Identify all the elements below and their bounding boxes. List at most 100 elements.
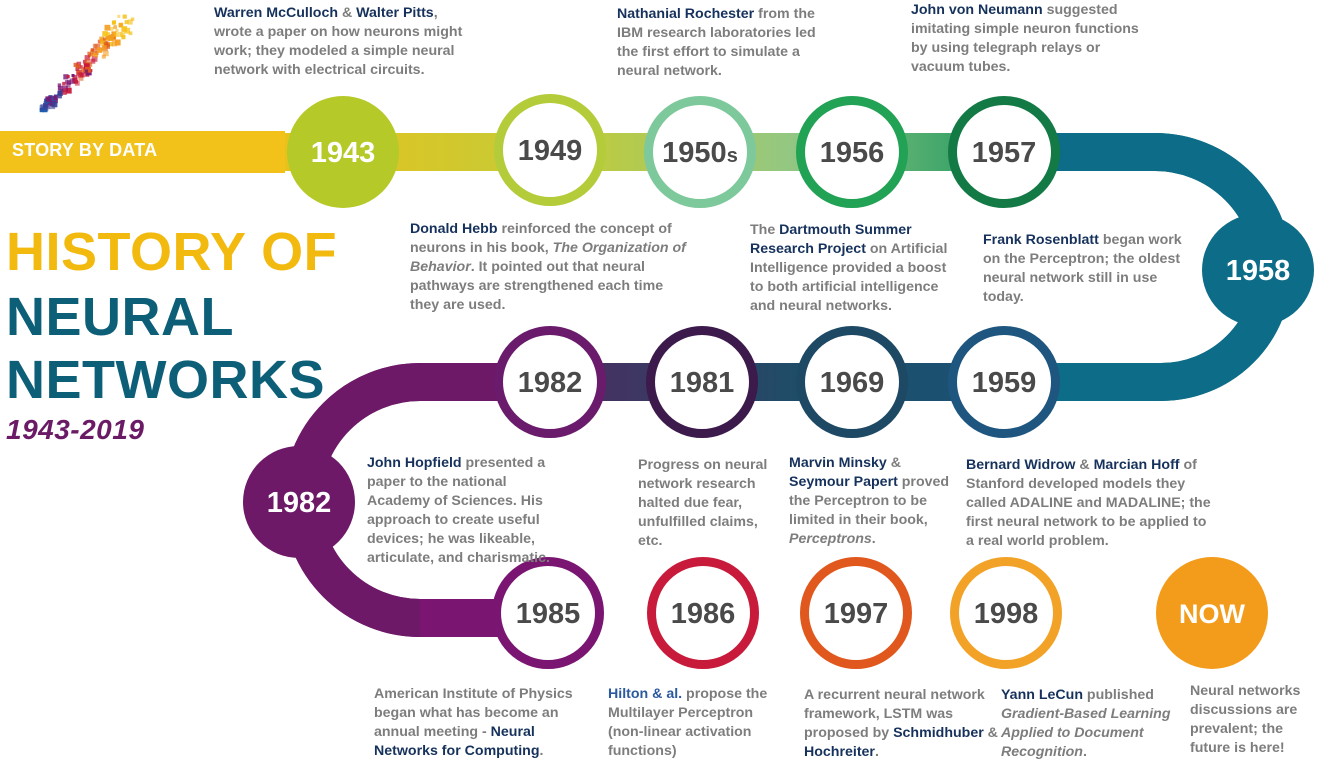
person-hochreiter: Hochreiter [804,744,875,760]
node-label-1982b: 1982 [267,487,332,519]
node-label-1997: 1997 [824,598,889,630]
logo-dot [87,51,91,55]
logo-dot [93,52,99,58]
caption-now: Neural networks discussions are prevalen… [1190,683,1301,756]
caption-1997: A recurrent neural network framework, LS… [804,687,998,760]
logo-dot [71,74,75,77]
title-line-3: NETWORKS [6,350,325,410]
node-circle-1969 [796,326,908,438]
person-von-neumann: John von Neumann [911,2,1043,18]
book-organization-of-behavior: The Organization of Behavior [410,240,686,275]
node-label-1998: 1998 [974,598,1039,630]
node-label-1958: 1958 [1226,255,1291,287]
caption-1981: Progress on neural network research halt… [638,457,768,549]
node-circle-1950s [644,96,756,208]
caption-1959: Bernard Widrow & Marcian Hoff of Stanfor… [966,457,1211,549]
logo-dot [114,39,121,46]
logo-dot [117,14,121,18]
logo-dot [109,42,114,47]
logo-dot [65,87,72,94]
node-circle-1982b [243,446,355,558]
logo-dot [102,31,108,37]
node-label-1959: 1959 [972,367,1037,399]
person-widrow: Bernard Widrow [966,457,1076,473]
node-label-1949: 1949 [518,135,583,167]
logo-dot [84,59,90,65]
logo-dot [89,69,93,72]
caption-1950s: Nathanial Rochester from the IBM researc… [617,6,816,79]
logo-dot [97,47,103,53]
node-1956: 1956 [796,96,908,208]
logo-dot [130,17,135,21]
node-1969: 1969 [796,326,908,438]
node-label-1982a: 1982 [518,367,583,399]
story-by-data-logo [39,14,135,113]
logo-dot [105,36,111,41]
node-1986: 1986 [647,557,759,669]
caption-1998: Yann LeCun published Gradient-Based Lear… [1001,687,1171,760]
node-now: NOW [1156,557,1268,669]
node-1985: 1985 [492,557,604,669]
logo-dot [91,56,98,62]
caption-1985: American Institute of Physics began what… [374,686,573,759]
logo-dot [89,52,94,56]
node-1998: 1998 [950,557,1062,669]
caption-1956: The Dartmouth Summer Research Project on… [750,222,948,314]
node-1982b: 1982 [243,446,355,558]
logo-dot [104,24,111,31]
logo-dot [43,103,47,107]
logo-dot [101,45,107,51]
title-line-1: HISTORY OF [6,222,338,282]
logo-dot [124,27,131,34]
logo-dot [75,67,80,71]
caption-1943: Warren McCulloch & Walter Pitts, wrote a… [214,5,463,78]
book-perceptrons: Perceptrons [789,531,872,547]
node-circle-1986 [647,557,759,669]
logo-dot [120,32,125,37]
logo-dot [92,43,98,49]
node-circle-1998 [950,557,1062,669]
logo-dot [111,20,116,25]
caption-1969: Marvin Minsky & Seymour Papert proved th… [789,455,950,547]
logo-dot [79,65,83,69]
node-1943: 1943 [287,96,399,208]
logo-dot [121,26,128,32]
person-mcculloch: Warren McCulloch [214,5,339,21]
logo-dot [100,40,106,46]
node-circle-1956 [796,96,908,208]
node-circle-1982a [494,326,606,438]
logo-dot [58,85,64,91]
node-circle-1985 [492,557,604,669]
person-minsky: Marvin Minsky [789,455,887,471]
logo-dot [113,25,117,29]
logo-dot [80,68,85,72]
logo-dot [62,81,66,86]
logo-dot [53,95,58,100]
logo-dot [115,28,119,32]
person-rosenblatt: Frank Rosenblatt [983,232,1099,248]
caption-1957: John von Neumann suggested imitating sim… [911,2,1139,75]
node-circle-1997 [800,557,912,669]
logo-dot [128,31,133,36]
logo-dot [62,88,67,93]
paper-gradient-based-learning: Gradient-Based Learning Applied to Docum… [1001,706,1171,760]
person-lecun: Yann LeCun [1001,687,1083,703]
dartmouth-project: Dartmouth Summer Research Project [750,222,912,257]
logo-dot [73,62,78,67]
logo-dot [104,43,110,49]
node-label-1943: 1943 [311,137,376,169]
neural-networks-for-computing: Neural Networks for Computing [374,724,540,759]
node-label-1956: 1956 [820,137,885,169]
logo-dot [121,35,126,40]
logo-dot [76,61,82,67]
logo-dot [57,83,62,87]
node-1950s: 1950s [644,96,756,208]
caption-1949: Donald Hebb reinforced the concept of ne… [410,221,686,313]
node-1957: 1957 [948,96,1060,208]
logo-dot [64,80,69,84]
node-label-1981: 1981 [670,367,735,399]
logo-dot [57,93,62,99]
person-hopfield: John Hopfield [367,455,462,471]
logo-dot [63,74,69,80]
